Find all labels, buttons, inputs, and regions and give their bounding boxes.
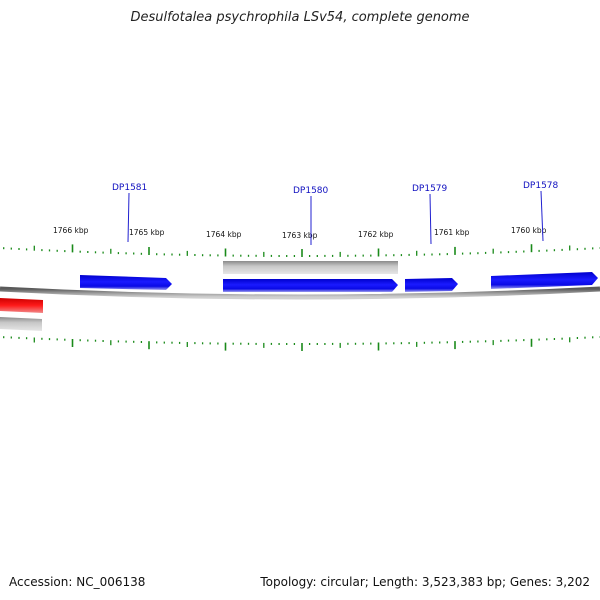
accession-text: Accession: NC_006138	[9, 575, 146, 589]
kbp-label: 1760 kbp	[511, 226, 547, 235]
highlight-gene-arrow[interactable]	[0, 298, 43, 313]
gene-arrow-dp1579[interactable]	[405, 278, 458, 292]
gene-label-dp1581[interactable]: DP1581	[112, 183, 147, 193]
kbp-label: 1764 kbp	[206, 230, 242, 239]
gene-labels: DP1581 DP1580 DP1579 DP1578	[112, 181, 559, 196]
gene-pointers	[127, 190, 544, 245]
genome-backbone	[0, 286, 600, 300]
gene-pointer-dp1581	[127, 192, 130, 243]
gene-arrow-dp1581[interactable]	[80, 275, 172, 290]
outer-tick-ruler	[3, 244, 600, 257]
kbp-label: 1765 kbp	[129, 228, 165, 237]
gene-label-dp1579[interactable]: DP1579	[412, 184, 448, 194]
gene-label-dp1578[interactable]: DP1578	[523, 181, 559, 191]
genome-summary-text: Topology: circular; Length: 3,523,383 bp…	[260, 575, 590, 589]
kbp-label: 1761 kbp	[434, 228, 470, 237]
inner-tick-ruler	[3, 336, 600, 351]
grey-feature-lower[interactable]	[0, 317, 42, 331]
kbp-label: 1763 kbp	[282, 231, 318, 240]
kbp-labels: 1766 kbp 1765 kbp 1764 kbp 1763 kbp 1762…	[53, 226, 547, 240]
gene-pointer-dp1579	[429, 193, 432, 245]
gene-arrow-dp1580[interactable]	[223, 279, 398, 292]
grey-feature-upper[interactable]	[223, 261, 398, 274]
gene-label-dp1580[interactable]: DP1580	[293, 186, 329, 196]
gene-arrow-dp1578[interactable]	[491, 272, 598, 289]
gene-pointer-dp1578	[540, 190, 544, 242]
kbp-label: 1766 kbp	[53, 226, 89, 235]
kbp-label: 1762 kbp	[358, 230, 394, 239]
map-title: Desulfotalea psychrophila LSv54, complet…	[130, 10, 470, 25]
